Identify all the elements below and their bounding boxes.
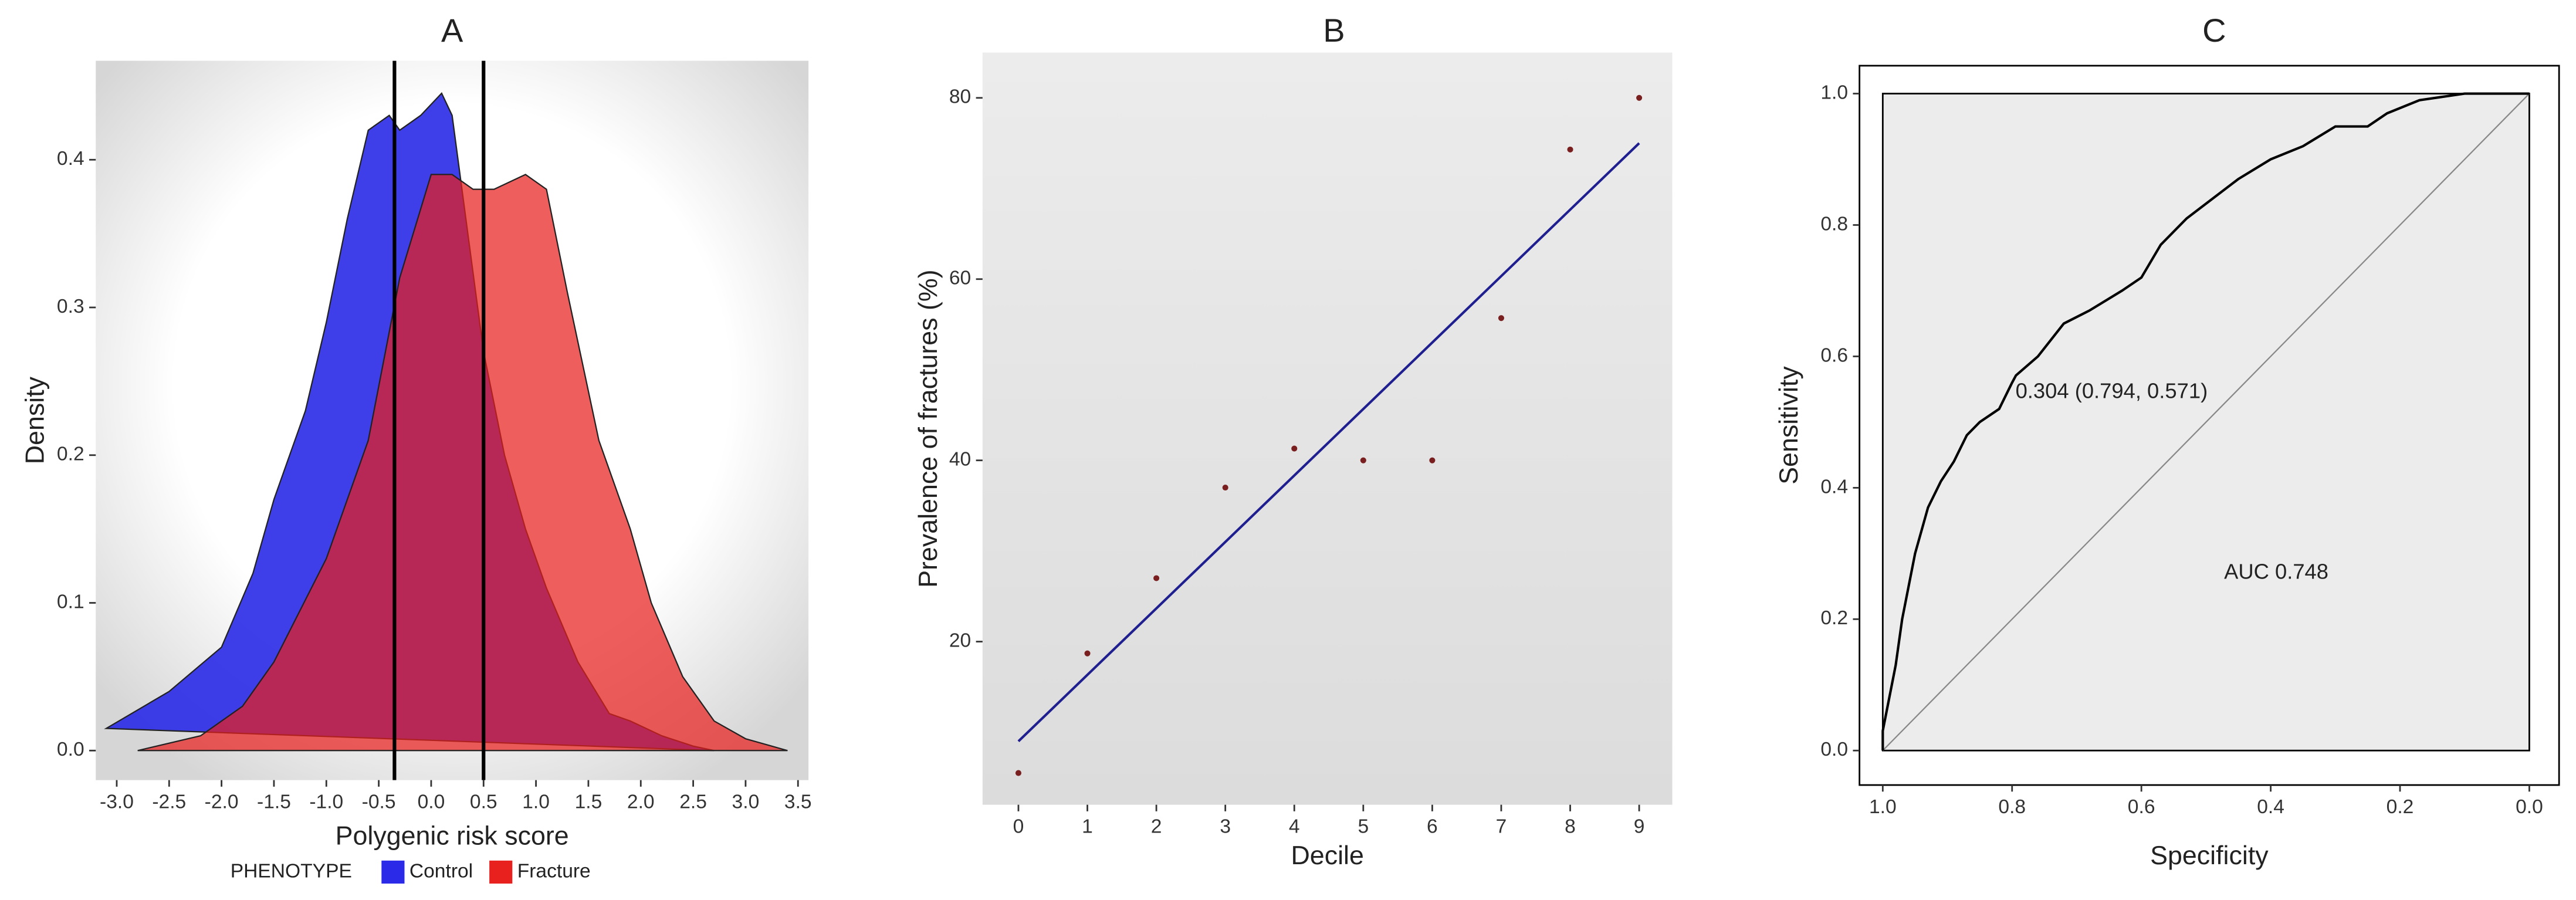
legend-label: Control [409, 860, 473, 882]
legend-title: PHENOTYPE [231, 860, 352, 882]
panel: A Polygenic risk score Density -3.0 -2.5 -2.0… [20, 12, 812, 884]
x-tick-label: 3.5 [784, 791, 812, 813]
x-tick-label: -2.0 [205, 791, 239, 813]
x-tick-label: 2 [1151, 816, 1162, 838]
x-tick-label: -1.5 [257, 791, 291, 813]
point [1015, 770, 1022, 776]
x-tick-label: 0.0 [418, 791, 445, 813]
density-area [137, 174, 788, 752]
y-tick-label: 1.0 [1820, 82, 1848, 103]
y-tick-label: 0.6 [1820, 344, 1848, 366]
y-tick-label: 0.2 [1820, 607, 1848, 629]
y-axis-label: Density [20, 376, 49, 464]
x-tick-label: 6 [1427, 816, 1438, 838]
point [1222, 484, 1228, 491]
x-tick-label: 2.5 [679, 791, 707, 813]
x-tick-label: 2.0 [627, 791, 655, 813]
y-tick-label: 0.3 [57, 296, 84, 317]
legend-label: Fracture [517, 860, 591, 882]
annotation: 0.304 (0.794, 0.571) [2016, 379, 2208, 403]
point [1291, 445, 1298, 452]
x-tick-label: 0.0 [2516, 796, 2543, 818]
y-tick-label: 0.2 [57, 444, 84, 465]
x-tick-label: 8 [1565, 816, 1576, 838]
reference-diagonal [1882, 93, 2530, 752]
y-tick-label: 20 [949, 630, 971, 651]
x-tick-label: 0.8 [1998, 796, 2026, 818]
x-tick-label: 3.0 [732, 791, 760, 813]
annotation: AUC 0.748 [2224, 560, 2328, 584]
x-axis-label: Specificity [2150, 841, 2269, 870]
y-tick-label: 0.1 [57, 591, 84, 613]
panel-title: C [2202, 12, 2226, 49]
panel-title: B [1323, 12, 1345, 49]
x-tick-label: -2.5 [152, 791, 186, 813]
fit-line [1017, 142, 1640, 743]
y-tick-label: 60 [949, 268, 971, 289]
x-tick-label: -3.0 [100, 791, 134, 813]
x-tick-label: 7 [1496, 816, 1507, 838]
x-tick-label: 0.5 [470, 791, 497, 813]
x-tick-label: 3 [1220, 816, 1231, 838]
y-tick-label: 0.0 [57, 739, 84, 760]
y-tick-label: 80 [949, 86, 971, 108]
x-tick-label: 1 [1082, 816, 1093, 838]
point [1360, 457, 1366, 463]
y-tick-label: 40 [949, 449, 971, 471]
panel: C Specificity Sensitivity 1.0 0.8 0.6 0.4 0.2 0.… [1774, 12, 2560, 870]
x-tick-label: -1.0 [309, 791, 343, 813]
point [1498, 315, 1504, 322]
point [1153, 575, 1160, 581]
point [1567, 146, 1573, 153]
y-tick-label: 0.4 [57, 148, 84, 170]
x-tick-label: -0.5 [362, 791, 396, 813]
legend-swatch [489, 860, 513, 884]
x-tick-label: 4 [1289, 816, 1300, 838]
y-tick-label: 0.4 [1820, 476, 1848, 498]
x-tick-label: 0.2 [2387, 796, 2414, 818]
y-tick-label: 0.0 [1820, 739, 1848, 760]
x-tick-label: 1.5 [575, 791, 602, 813]
x-tick-label: 0.4 [2257, 796, 2284, 818]
point [1636, 94, 1643, 101]
x-tick-label: 0 [1013, 816, 1024, 838]
plot-background [982, 52, 1673, 805]
y-tick-label: 0.8 [1820, 213, 1848, 235]
x-tick-label: 0.6 [2128, 796, 2155, 818]
legend-swatch [381, 860, 405, 884]
x-tick-label: 9 [1634, 816, 1645, 838]
x-tick-label: 1.0 [1869, 796, 1897, 818]
panel: B Decile Prevalence of fractures (%) 0 1 2 3 4 5… [913, 12, 1673, 870]
x-axis-label: Polygenic risk score [336, 821, 569, 850]
x-tick-label: 1.0 [522, 791, 550, 813]
roc-curve [1881, 92, 2530, 751]
point [1429, 457, 1436, 463]
y-axis-label: Prevalence of fractures (%) [913, 269, 943, 587]
x-tick-label: 5 [1358, 816, 1369, 838]
x-axis-label: Decile [1291, 841, 1363, 870]
y-axis-label: Sensitivity [1774, 366, 1803, 485]
panel-title: A [441, 12, 463, 49]
point [1084, 650, 1091, 657]
